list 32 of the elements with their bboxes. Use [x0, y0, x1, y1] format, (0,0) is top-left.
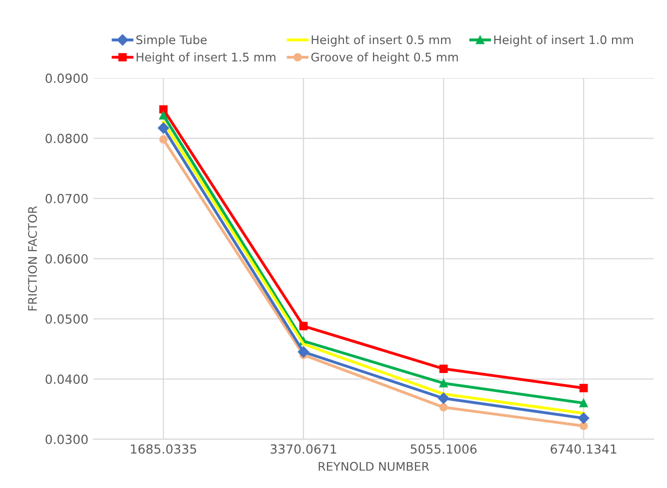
point: [579, 384, 588, 392]
point: [159, 105, 168, 114]
legend-label: Height of insert 1.0 mm: [494, 35, 633, 47]
point: [299, 322, 308, 330]
point: [439, 403, 448, 412]
point: [159, 111, 168, 120]
legend-label: Groove of height 0.5 mm: [311, 52, 458, 64]
y-tick-label: 0.0800: [46, 134, 88, 144]
legend-label: Height of insert 1.5 mm: [136, 52, 276, 64]
y-tick-label: 0.0700: [46, 194, 88, 204]
point: [439, 379, 448, 388]
point: [159, 135, 168, 144]
point: [439, 364, 448, 373]
x-tick-label: 3370.0671: [270, 444, 336, 454]
x-tick-label: 1685.0335: [130, 444, 196, 454]
legend-label: Height of insert 0.5 mm: [312, 35, 450, 47]
y-tick-label: 0.0500: [46, 314, 88, 324]
y-axis-title: FRICTION FACTOR: [28, 206, 37, 310]
point: [579, 422, 588, 430]
point: [158, 122, 170, 134]
point: [438, 392, 450, 404]
y-tick-label: 0.0600: [46, 254, 88, 264]
x-tick-label: 6740.1341: [550, 444, 616, 454]
y-tick-label: 0.0400: [46, 374, 88, 384]
y-tick-label: 0.0300: [46, 434, 88, 444]
x-axis-title: REYNOLD NUMBER: [318, 462, 430, 471]
point: [298, 346, 310, 358]
point: [578, 412, 590, 424]
legend-label: Simple Tube: [136, 35, 207, 47]
y-tick-label: 0.0900: [46, 74, 88, 84]
point: [579, 398, 588, 408]
x-tick-label: 5055.1006: [410, 444, 477, 454]
